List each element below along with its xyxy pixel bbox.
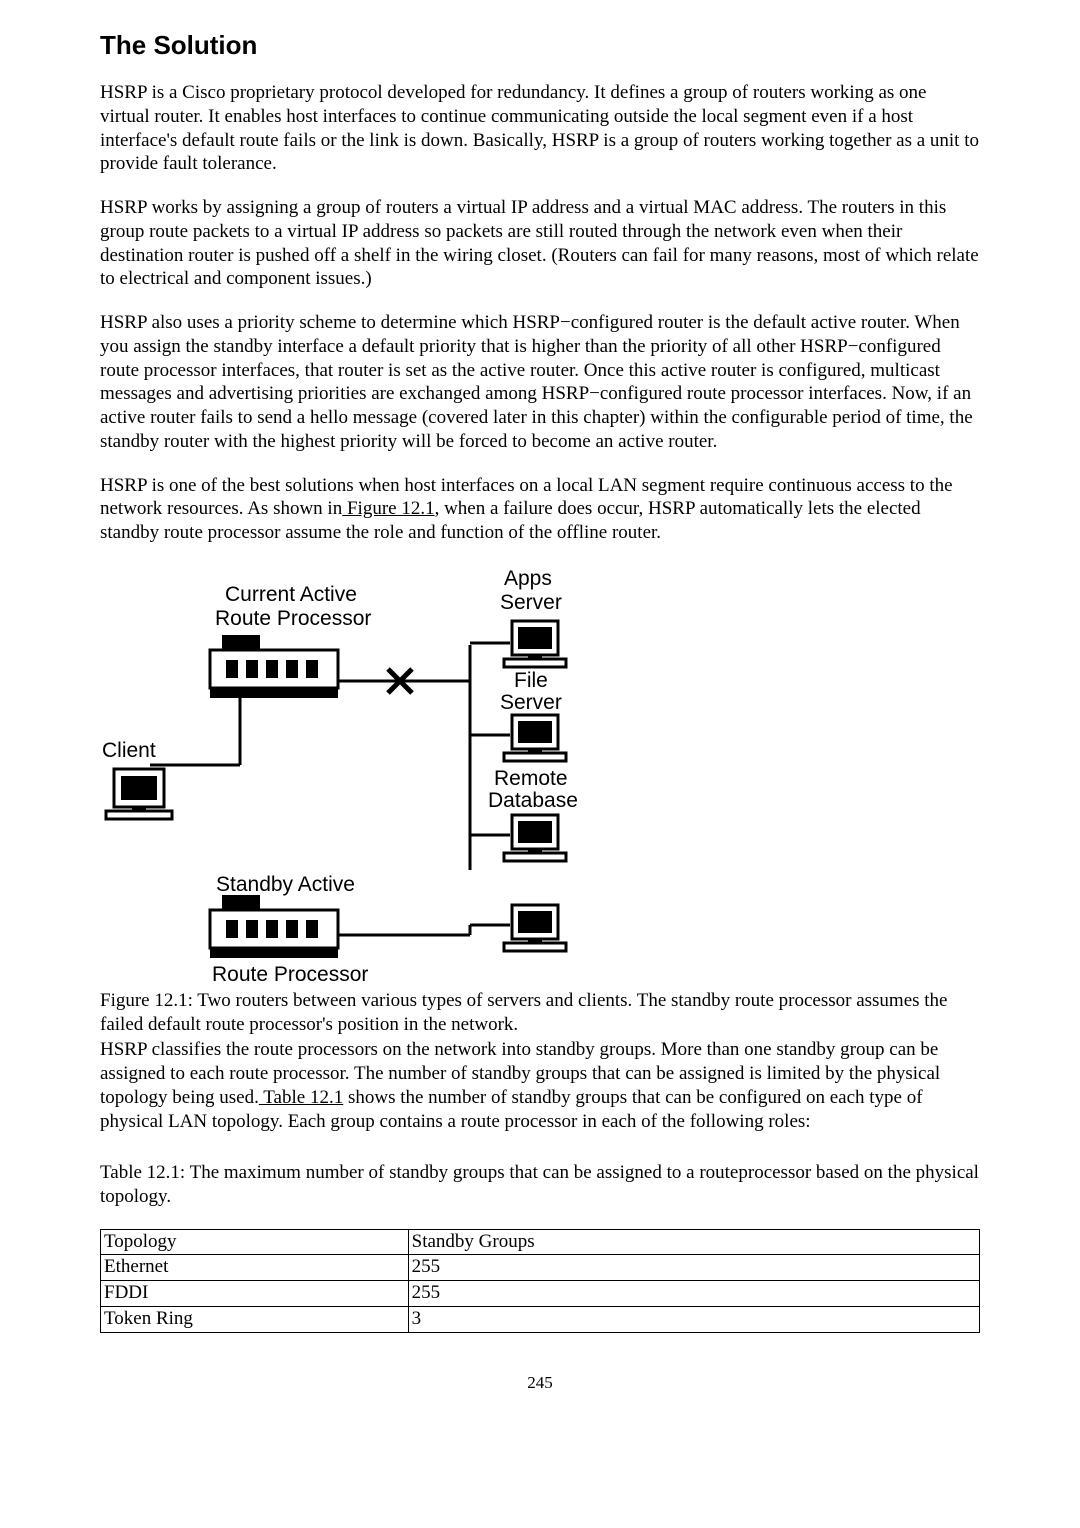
top-router-icon [210,635,338,698]
table-cell-groups: 3 [408,1306,979,1332]
figure-12-1-svg: Current Active Route Processor Client Ap… [100,565,620,985]
table-cell-topology: Token Ring [101,1306,409,1332]
label-standby-active: Standby Active [216,873,355,896]
table-12-1-caption: Table 12.1: The maximum number of standb… [100,1161,980,1209]
table-cell-topology: FDDI [101,1281,409,1307]
table-header-standby-groups: Standby Groups [408,1229,979,1255]
bottom-router-icon [210,895,338,958]
label-server: Server [500,591,562,614]
section-heading: The Solution [100,30,980,61]
file-server-icon [504,715,566,761]
label-database: Database [488,789,578,812]
figure-12-1-link[interactable]: Figure 12.1 [342,498,434,519]
table-cell-groups: 255 [408,1255,979,1281]
paragraph-3: HSRP also uses a priority scheme to dete… [100,311,980,454]
document-page: The Solution HSRP is a Cisco proprietary… [0,0,1080,1443]
label-apps: Apps [504,567,552,590]
figure-12-1: Current Active Route Processor Client Ap… [100,565,980,985]
remote-database-icon [504,815,566,861]
label-client: Client [102,739,156,762]
paragraph-1: HSRP is a Cisco proprietary protocol dev… [100,81,980,176]
figure-12-1-caption: Figure 12.1: Two routers between various… [100,989,980,1037]
label-server2: Server [500,691,562,714]
label-route-processor: Route Processor [215,607,371,630]
table-row: Ethernet 255 [101,1255,980,1281]
table-row: FDDI 255 [101,1281,980,1307]
apps-server-icon [504,621,566,667]
paragraph-2: HSRP works by assigning a group of route… [100,196,980,291]
table-12-1-link[interactable]: Table 12.1 [259,1087,343,1108]
table-cell-groups: 255 [408,1281,979,1307]
table-header-row: Topology Standby Groups [101,1229,980,1255]
label-route-processor2: Route Processor [212,963,368,985]
page-number: 245 [100,1373,980,1393]
table-row: Token Ring 3 [101,1306,980,1332]
paragraph-5: HSRP classifies the route processors on … [100,1038,980,1133]
table-header-topology: Topology [101,1229,409,1255]
paragraph-4: HSRP is one of the best solutions when h… [100,474,980,545]
standby-server-icon [504,905,566,951]
label-remote: Remote [494,767,568,790]
table-cell-topology: Ethernet [101,1255,409,1281]
client-icon [106,769,172,819]
table-12-1: Topology Standby Groups Ethernet 255 FDD… [100,1229,980,1333]
label-current-active: Current Active [225,583,357,606]
label-file: File [514,669,548,692]
